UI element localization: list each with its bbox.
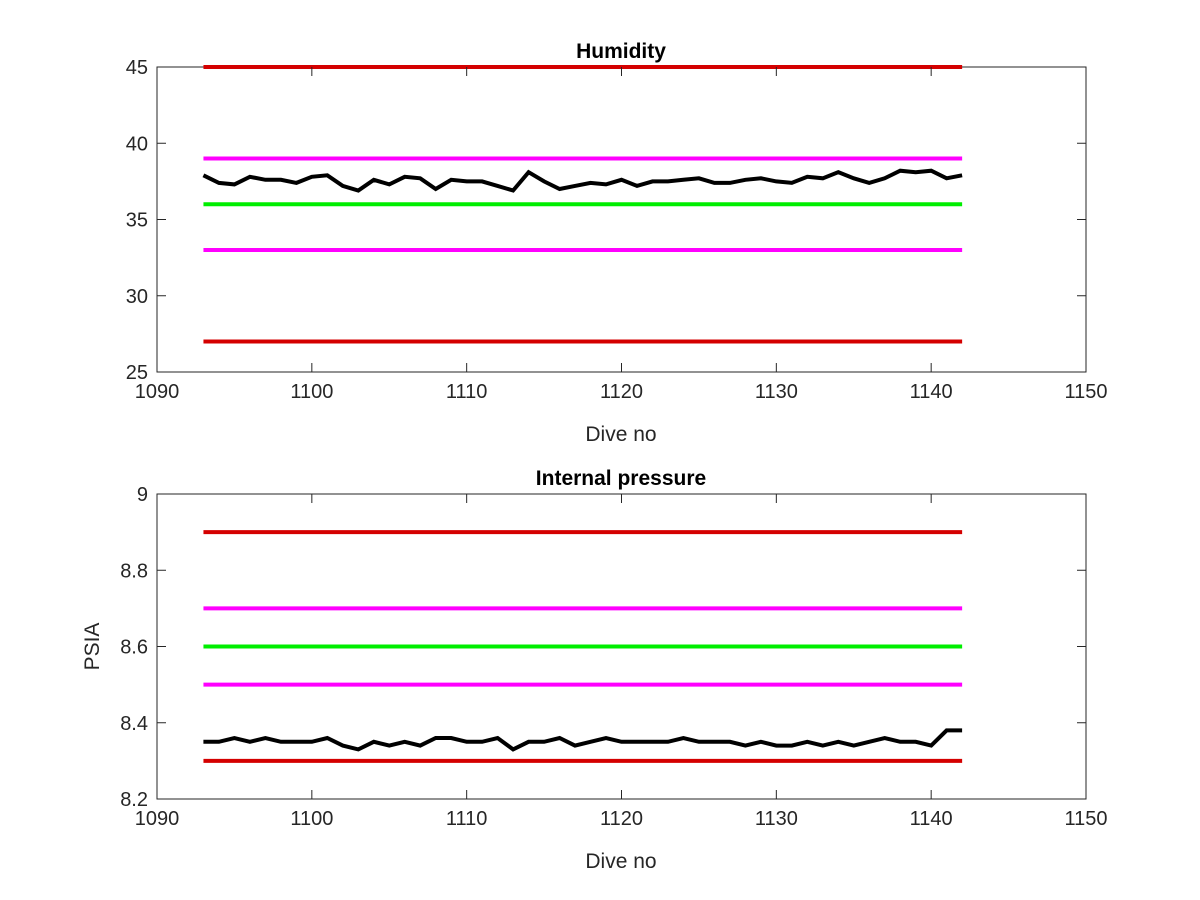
pressure-title: Internal pressure bbox=[536, 467, 706, 490]
pressure-x-axis-label: Dive no bbox=[585, 850, 656, 873]
humidity-series-line-0 bbox=[202, 168, 963, 193]
pressure-x-tick-label: 1110 bbox=[446, 808, 488, 830]
humidity-y-ticks: 25 30 35 40 45 bbox=[126, 57, 1086, 384]
humidity-x-axis-label: Dive no bbox=[585, 423, 656, 446]
pressure-y-tick-label: 9 bbox=[137, 484, 148, 506]
pressure-x-tick-label: 1140 bbox=[910, 808, 953, 830]
humidity-plot: 1090 1100 1110 1120 1130 1140 1150 2530354045 … bbox=[126, 40, 1108, 446]
humidity-x-tick-label: 1110 bbox=[446, 381, 488, 403]
humidity-x-tick-label: 1120 bbox=[600, 381, 643, 403]
internal-pressure-plot: 1090 1100 1110 1120 1130 1140 1150 8.28.48.68.… bbox=[81, 467, 1108, 873]
pressure-x-tick-label: 1100 bbox=[290, 808, 333, 830]
humidity-y-tick-label: 25 bbox=[126, 362, 148, 384]
humidity-reference-lines bbox=[203, 65, 963, 344]
pressure-y-axis-label: PSIA bbox=[81, 623, 104, 671]
pressure-series-line-0 bbox=[203, 728, 963, 752]
humidity-x-ticks: 1090 1100 1110 1120 1130 1140 1150 bbox=[135, 67, 1108, 403]
humidity-title: Humidity bbox=[576, 40, 666, 63]
pressure-reference-lines bbox=[203, 530, 963, 763]
humidity-y-tick-label: 45 bbox=[126, 57, 148, 79]
pressure-y-tick-label: 8.6 bbox=[120, 637, 148, 659]
pressure-x-tick-label: 1150 bbox=[1064, 808, 1107, 830]
humidity-x-tick-label: 1100 bbox=[290, 381, 333, 403]
humidity-y-tick-label: 30 bbox=[126, 286, 148, 308]
humidity-x-tick-label: 1140 bbox=[910, 381, 953, 403]
pressure-x-ticks: 1090 1100 1110 1120 1130 1140 1150 bbox=[135, 494, 1108, 830]
humidity-y-tick-label: 40 bbox=[126, 133, 148, 155]
pressure-series bbox=[203, 728, 963, 752]
pressure-x-tick-label: 1130 bbox=[755, 808, 798, 830]
humidity-x-tick-label: 1090 bbox=[135, 381, 180, 403]
humidity-x-tick-label: 1130 bbox=[755, 381, 798, 403]
humidity-y-tick-label: 35 bbox=[126, 210, 148, 232]
pressure-y-tick-label: 8.8 bbox=[120, 560, 148, 582]
pressure-y-tick-label: 8.2 bbox=[120, 789, 148, 811]
humidity-x-tick-label: 1150 bbox=[1064, 381, 1107, 403]
pressure-y-tick-label: 8.4 bbox=[120, 713, 148, 735]
pressure-y-ticks: 8.2 8.4 8.6 8.8 9 bbox=[120, 484, 1086, 811]
humidity-series bbox=[202, 168, 963, 193]
pressure-x-tick-label: 1120 bbox=[600, 808, 643, 830]
pressure-x-tick-label: 1090 bbox=[135, 808, 180, 830]
